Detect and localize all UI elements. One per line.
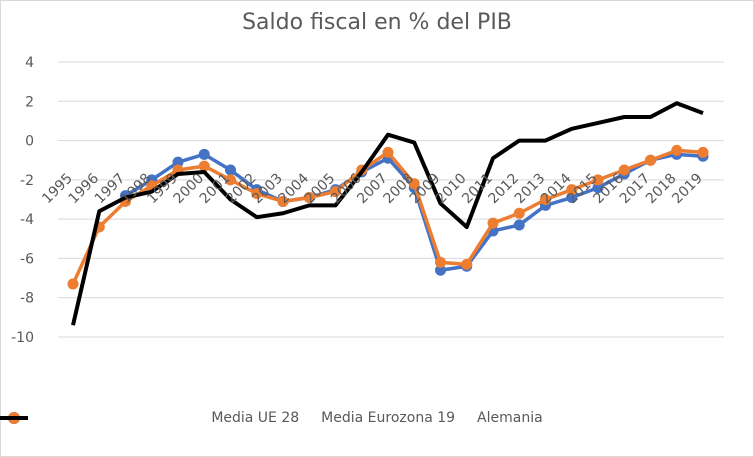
data-point [671,144,683,156]
y-tick-label: 2 [25,94,34,110]
data-point [513,219,525,231]
y-tick-label: -2 [20,173,34,189]
data-point [645,154,656,166]
data-point [566,192,578,204]
data-point [277,195,289,207]
chart-title: Saldo fiscal en % del PIB [242,10,512,35]
data-point [408,178,420,190]
data-point [330,186,341,198]
y-tick-label: -6 [20,251,34,267]
series-media-eurozona-19 [67,144,709,290]
data-point [198,148,210,160]
legend-item: Alemania [0,410,543,426]
data-point [566,184,578,196]
data-point [172,156,184,168]
legend-label: Alemania [477,410,543,426]
legend-item: Media Eurozona 19 [0,410,456,426]
data-point [540,194,551,205]
data-point [225,174,236,186]
y-tick-label: -4 [20,212,34,228]
series-line [71,101,704,326]
y-tick-label: 0 [25,134,34,150]
data-point [303,192,315,204]
y-tick-label: -8 [20,291,34,307]
x-tick-label: 2019 [669,171,706,208]
data-point [435,264,446,276]
data-point [67,278,79,290]
data-point [225,164,236,176]
data-point [461,258,473,270]
data-point [592,182,604,194]
data-point [592,174,604,186]
data-point [198,160,210,172]
data-point [435,256,446,268]
legend-label: Media UE 28 [211,410,300,426]
data-point [697,146,709,158]
legend-label: Media Eurozona 19 [321,410,456,426]
y-tick-label: 4 [25,55,34,71]
chart-legend: Media UE 28 Media Eurozona 19 Alemania [0,410,754,426]
data-point [382,146,394,158]
series-alemania [71,101,704,326]
data-point [251,188,263,200]
legend-item: Media UE 28 [0,410,300,426]
data-point [618,164,630,176]
data-point [487,217,499,229]
y-tick-label: -10 [11,330,34,346]
data-point [513,207,525,219]
legend-swatch [0,416,28,420]
